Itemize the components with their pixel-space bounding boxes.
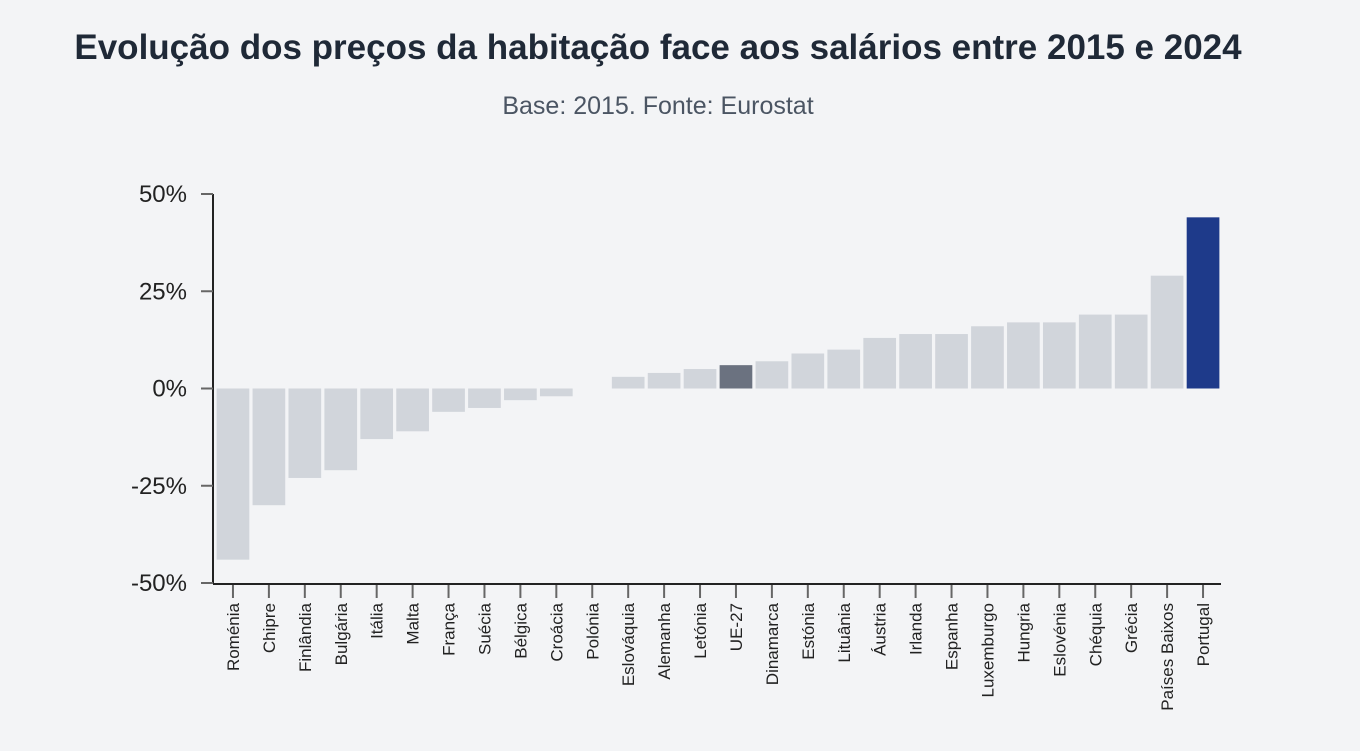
- x-tick-label: Croácia: [547, 602, 566, 661]
- x-tick-label: Bélgica: [511, 602, 530, 658]
- x-tick-label: Finlândia: [296, 602, 315, 672]
- y-tick-label: -50%: [131, 570, 187, 597]
- x-tick-label: Portugal: [1194, 603, 1213, 666]
- x-tick-label: Malta: [404, 602, 423, 644]
- bar-irlanda: [899, 334, 932, 389]
- x-tick-label: Chipre: [260, 603, 279, 653]
- bar-chéquia: [1078, 314, 1112, 389]
- y-tick-label: 50%: [139, 181, 187, 208]
- bar-áustria: [863, 337, 897, 389]
- bar-croácia: [539, 388, 573, 397]
- bar-alemanha: [647, 372, 681, 389]
- x-tick-label: Suécia: [475, 602, 494, 655]
- bar-bélgica: [504, 388, 537, 401]
- bar-roménia: [216, 388, 250, 560]
- bar-estónia: [791, 353, 825, 389]
- bar-hungria: [1007, 322, 1040, 389]
- x-tick-label: Polónia: [583, 602, 602, 659]
- x-tick-label: Letónia: [691, 602, 710, 658]
- x-tick-label: Dinamarca: [763, 602, 782, 685]
- x-tick-label: Lituânia: [835, 602, 854, 662]
- bar-eslovénia: [1042, 322, 1076, 389]
- chart-title: Evolução dos preços da habitação face ao…: [74, 28, 1242, 67]
- x-tick-label: Grécia: [1122, 602, 1141, 653]
- bar-itália: [360, 388, 394, 440]
- bar-letónia: [683, 369, 717, 389]
- x-tick-label: Roménia: [224, 602, 243, 671]
- x-tick-label: Irlanda: [907, 602, 926, 655]
- bar-malta: [396, 388, 429, 432]
- x-tick-label: Bulgária: [332, 602, 351, 665]
- x-tick-label: Alemanha: [655, 602, 674, 679]
- bar-países-baixos: [1150, 275, 1184, 389]
- x-tick-label: Eslováquia: [619, 602, 638, 686]
- bar-suécia: [468, 388, 501, 408]
- y-tick-label: 25%: [139, 278, 187, 305]
- chart-subtitle: Base: 2015. Fonte: Eurostat: [502, 92, 814, 120]
- x-tick-label: Estónia: [799, 602, 818, 659]
- x-tick-label: Chéquia: [1086, 602, 1105, 666]
- bar-lituânia: [827, 349, 861, 389]
- bar-luxemburgo: [971, 326, 1004, 389]
- bar-portugal: [1186, 217, 1220, 389]
- bar-grécia: [1114, 314, 1148, 389]
- x-tick-label: Luxemburgo: [978, 603, 997, 698]
- x-tick-label: Hungria: [1014, 602, 1033, 662]
- y-tick-label: 0%: [152, 376, 187, 403]
- bar-dinamarca: [755, 361, 789, 389]
- y-tick-label: -25%: [131, 473, 187, 500]
- x-tick-label: França: [440, 602, 459, 655]
- x-tick-label: Países Baixos: [1158, 603, 1177, 711]
- x-tick-label: Áustria: [871, 602, 890, 655]
- x-tick-label: UE-27: [727, 603, 746, 651]
- bar-chipre: [252, 388, 286, 506]
- bar-espanha: [935, 334, 968, 389]
- bar-frança: [432, 388, 465, 412]
- x-tick-label: Espanha: [943, 602, 962, 670]
- bar-finlândia: [288, 388, 322, 478]
- x-tick-label: Eslovénia: [1050, 602, 1069, 676]
- x-tick-label: Itália: [368, 602, 387, 638]
- bar-eslováquia: [611, 376, 645, 389]
- bar-bulgária: [324, 388, 358, 471]
- bar-ue-27: [719, 365, 753, 389]
